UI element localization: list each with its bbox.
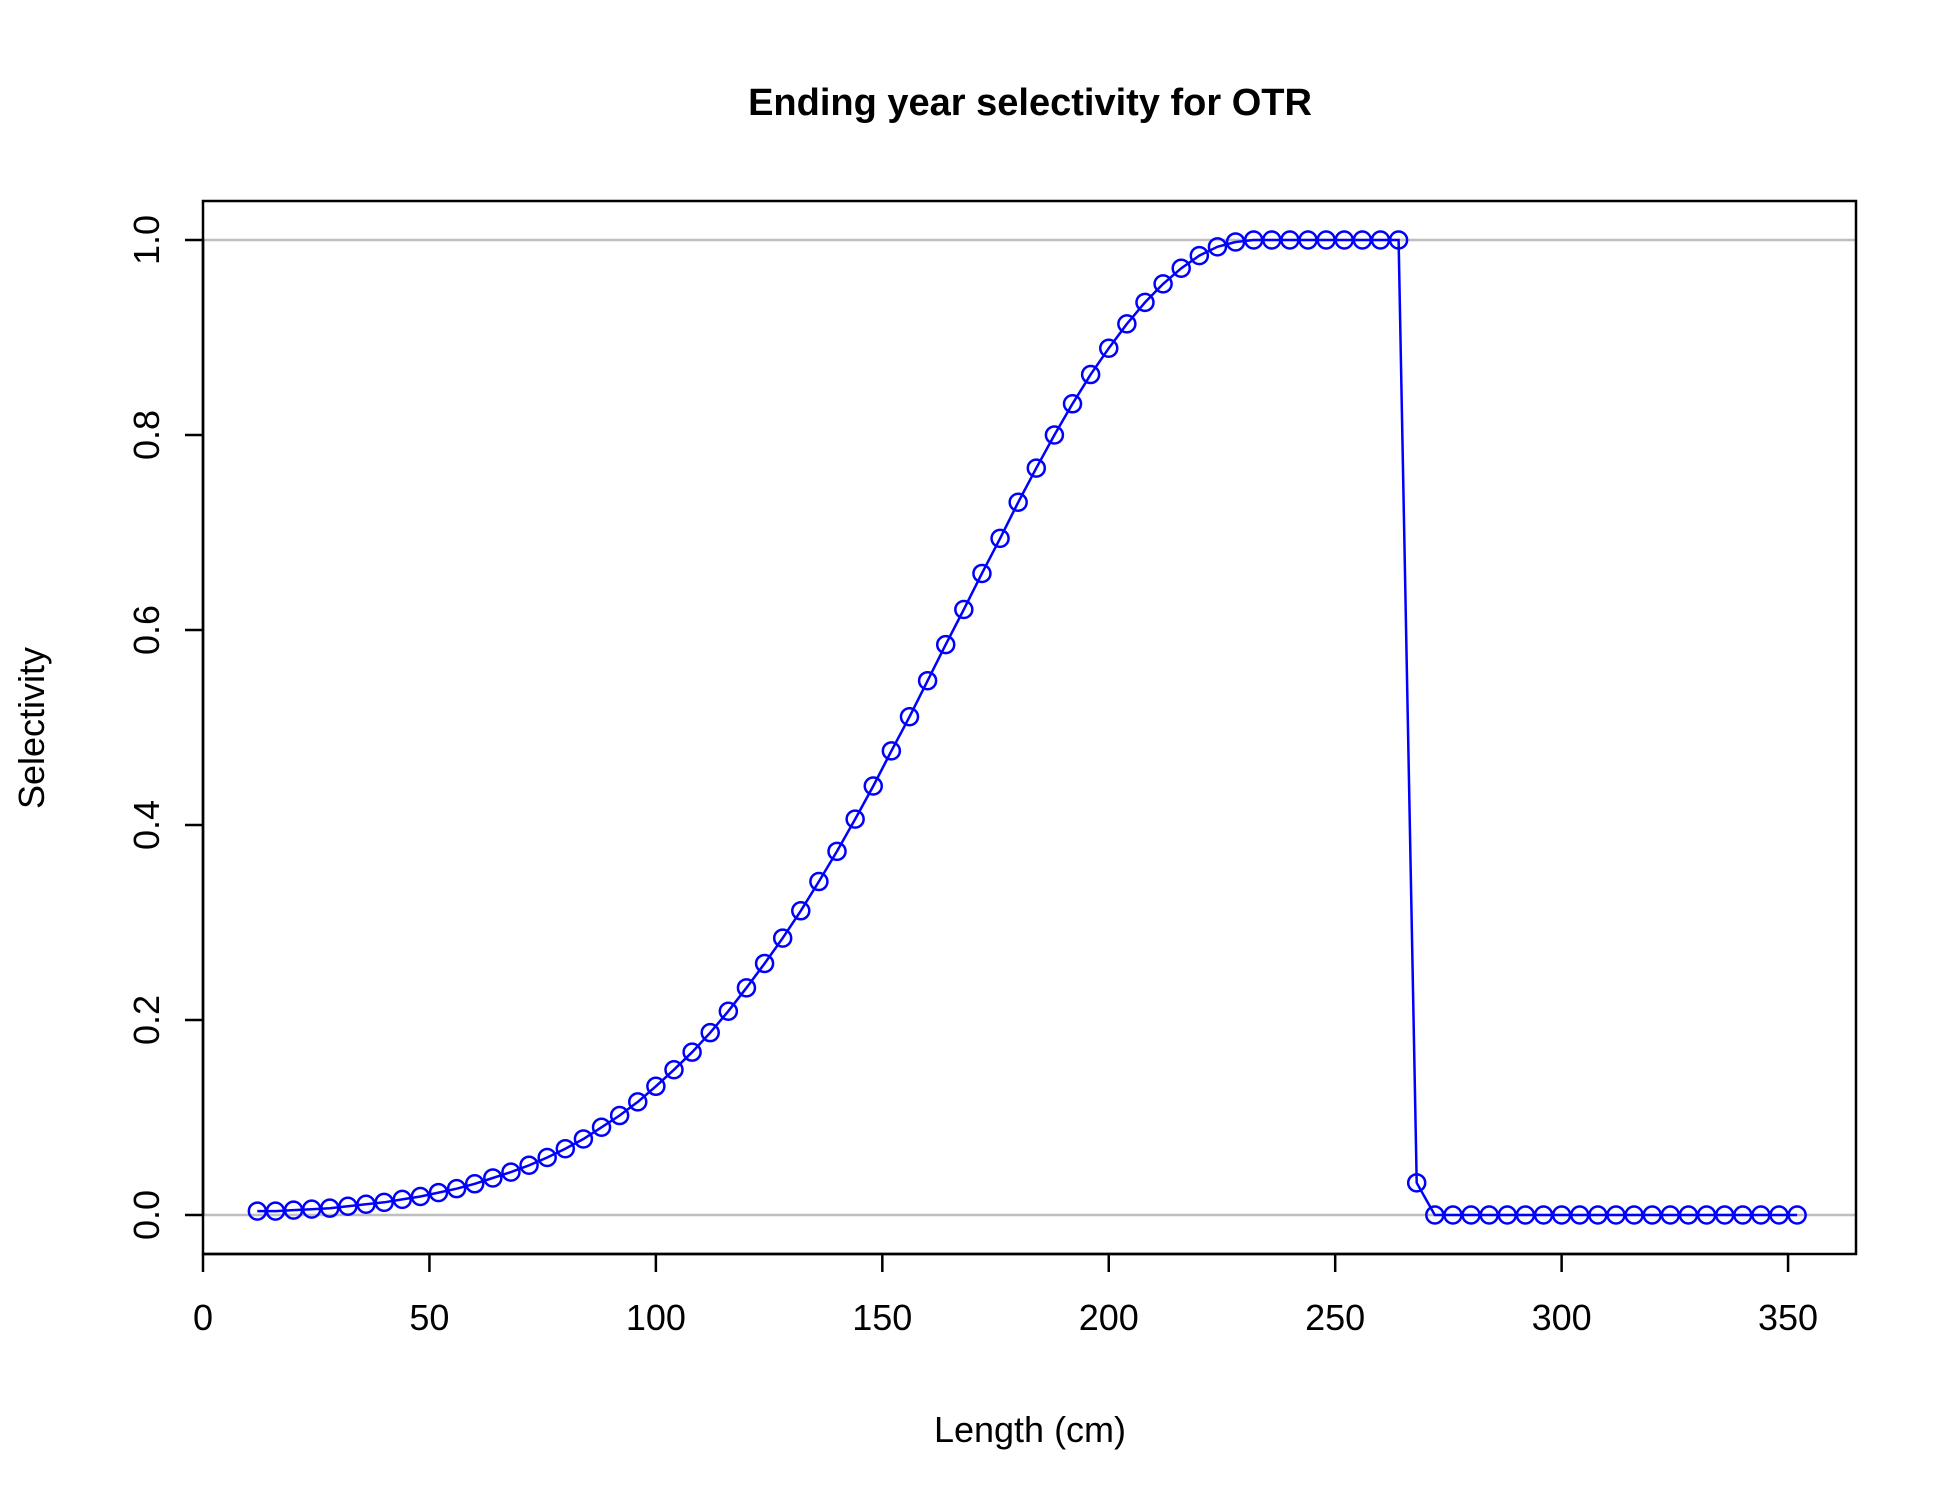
data-point [1080, 364, 1101, 385]
data-point [1117, 314, 1137, 334]
data-point [646, 1076, 666, 1097]
data-point [410, 1186, 431, 1207]
x-tick-label: 250 [1305, 1297, 1365, 1338]
data-point [374, 1192, 394, 1213]
y-axis: 0.0 0.2 0.4 0.6 0.8 1.0 [126, 215, 205, 1240]
data-point [1099, 338, 1119, 358]
data-point [483, 1168, 503, 1188]
x-tick-label: 100 [626, 1297, 686, 1338]
data-point [700, 1022, 720, 1043]
data-point [1044, 425, 1065, 445]
data-point [591, 1117, 612, 1137]
data-point [464, 1174, 485, 1194]
data-point [501, 1162, 521, 1182]
data-point [736, 978, 757, 998]
data-point [772, 928, 793, 948]
data-point [428, 1182, 449, 1203]
data-point [1787, 1205, 1807, 1225]
data-point [1225, 232, 1246, 252]
reference-lines [203, 238, 1856, 1217]
x-tick-label: 50 [409, 1297, 449, 1338]
data-point [356, 1194, 376, 1215]
data-point [845, 809, 865, 829]
data-point [881, 741, 902, 761]
data-point [863, 776, 884, 796]
data-point [1406, 1173, 1427, 1193]
x-tick-label: 0 [193, 1297, 213, 1338]
data-point [972, 563, 992, 584]
data-point [1062, 394, 1083, 414]
x-axis: 0 50 100 150 200 250 300 350 [193, 1252, 1818, 1338]
data-point [917, 670, 938, 691]
y-tick-label: 0.8 [126, 410, 167, 460]
y-tick-label: 0.6 [126, 605, 167, 655]
data-point [754, 953, 775, 974]
data-point [1153, 274, 1173, 294]
data-point [935, 634, 956, 655]
data-point [954, 599, 974, 620]
data-point [791, 901, 811, 921]
data-point [809, 871, 829, 892]
data-point [609, 1105, 630, 1126]
data-point [573, 1129, 594, 1149]
y-tick-label: 0.0 [126, 1190, 167, 1240]
data-point [537, 1147, 557, 1168]
x-tick-label: 350 [1758, 1297, 1818, 1338]
data-point [628, 1092, 648, 1112]
data-point [718, 1001, 739, 1021]
data-point [990, 528, 1010, 549]
x-tick-label: 150 [852, 1297, 912, 1338]
data-point [320, 1198, 340, 1218]
data-point [682, 1042, 702, 1062]
series-line-0 [257, 238, 1798, 1217]
data-point [664, 1059, 684, 1080]
x-tick-label: 300 [1532, 1297, 1592, 1338]
data-point [1026, 458, 1047, 478]
data-point [1135, 292, 1155, 313]
series-line-group [247, 230, 1807, 1225]
data-point [1189, 245, 1210, 266]
data-point [446, 1178, 467, 1199]
data-point [1388, 230, 1409, 250]
data-point [827, 841, 847, 862]
x-tick-label: 200 [1079, 1297, 1139, 1338]
data-point [1008, 492, 1028, 513]
y-axis-label: Selectivity [11, 647, 52, 809]
data-point [519, 1155, 539, 1176]
data-point [555, 1138, 576, 1159]
y-tick-label: 0.4 [126, 800, 167, 850]
data-point [392, 1189, 413, 1210]
x-axis-label: Length (cm) [934, 1409, 1126, 1450]
y-tick-label: 1.0 [126, 215, 167, 265]
plot-frame [201, 199, 1858, 1256]
data-point [899, 707, 920, 727]
data-point [1171, 258, 1191, 279]
data-point [338, 1196, 358, 1216]
data-point [1207, 237, 1228, 257]
chart-title: Ending year selectivity for OTR [748, 82, 1312, 124]
y-tick-label: 0.2 [126, 995, 167, 1045]
